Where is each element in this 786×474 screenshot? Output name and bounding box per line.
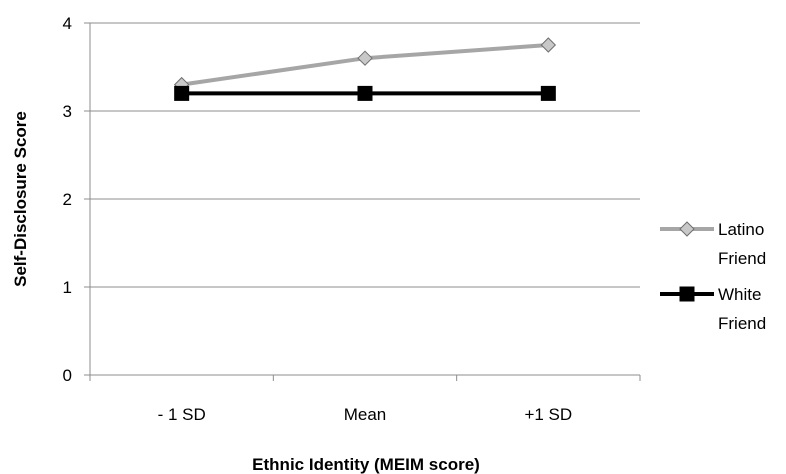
x-tick-label: +1 SD [524,405,572,424]
axes [84,22,641,381]
legend-marker [679,286,695,302]
y-tick-label: 0 [63,366,72,385]
legend-label: White [718,285,761,304]
x-tick-label: - 1 SD [158,405,206,424]
legend-label: Friend [718,249,766,268]
diamond-marker [540,37,557,53]
legend-marker [679,221,695,237]
y-tick-label: 4 [63,14,72,33]
x-axis-title: Ethnic Identity (MEIM score) [252,455,480,474]
y-tick-label: 2 [63,190,72,209]
y-tick-labels: 0 1 2 3 4 [63,14,72,385]
y-tick-label: 3 [63,102,72,121]
diamond-marker [357,50,373,66]
square-marker [357,85,373,101]
square-marker [174,85,190,101]
legend-label: Friend [718,314,766,333]
y-axis-title: Self-Disclosure Score [11,111,30,287]
x-tick-labels: - 1 SD Mean +1 SD [158,405,573,424]
x-tick-label: Mean [344,405,387,424]
square-marker [540,85,556,101]
y-tick-label: 1 [63,278,72,297]
gridlines [90,22,640,376]
legend-label: Latino [718,220,764,239]
series-layer [173,37,557,101]
legend: Latino Friend White Friend [660,220,766,333]
